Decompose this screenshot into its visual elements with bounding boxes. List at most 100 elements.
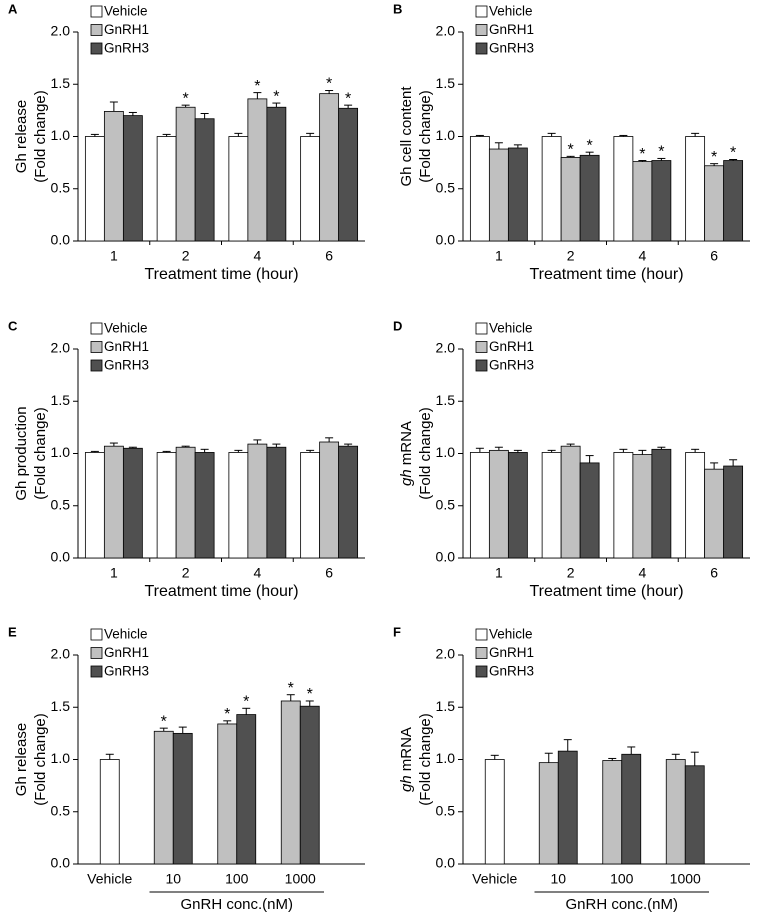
significance-mark: * (183, 90, 189, 107)
legend-label: GnRH1 (489, 645, 534, 660)
x-tick-label: 6 (710, 248, 718, 264)
bar (122, 115, 143, 242)
bar (99, 759, 120, 865)
significance-mark: * (587, 137, 593, 154)
legend-swatch (475, 647, 488, 659)
panel: Fgh mRNA (Fold change) 0.0 0.5 1.0 1.5 2.0 Vehic… (393, 624, 750, 913)
x-axis-label: Treatment time (hour) (144, 583, 298, 600)
significance-mark: * (326, 76, 332, 93)
bar (228, 136, 249, 242)
bar (319, 93, 340, 242)
panel-label: C (8, 318, 18, 333)
bar (103, 111, 124, 242)
significance-mark: * (307, 686, 313, 703)
y-tick-label: 0.5 (51, 179, 71, 195)
x-tick-label: 6 (325, 248, 333, 264)
x-axis-label: Treatment time (hour) (529, 266, 683, 283)
bar (723, 160, 744, 242)
panel: Dgh mRNA (Fold change) 0.0 0.5 1.0 1.5 2.0 Vehic… (393, 318, 750, 600)
bar (103, 445, 124, 559)
y-axis-label: gh mRNA (398, 727, 415, 792)
x-tick-label: Vehicle (87, 871, 132, 887)
y-tick-label: 1.5 (436, 392, 456, 408)
bar (299, 705, 320, 865)
bar (236, 714, 257, 865)
bar (541, 452, 562, 559)
legend-label: Vehicle (104, 627, 148, 642)
significance-mark: * (254, 78, 260, 95)
y-tick-label: 2.0 (51, 340, 71, 356)
significance-mark: * (288, 680, 294, 697)
bar (153, 730, 174, 865)
bar (175, 106, 196, 242)
y-tick-label: 2.0 (51, 23, 71, 39)
x-tick-label: 1000 (670, 871, 701, 887)
bar (319, 441, 340, 559)
y-tick-label: 0.5 (51, 802, 71, 818)
legend-swatch (90, 647, 103, 659)
bar (156, 452, 177, 559)
x-tick-label: 10 (550, 871, 566, 887)
panel-label: D (393, 318, 402, 333)
significance-mark: * (658, 144, 664, 161)
y-axis-label-text: mRNA (398, 727, 415, 771)
bar (300, 136, 321, 242)
y-tick-label: 0.5 (51, 496, 71, 512)
significance-mark: * (224, 706, 230, 723)
bar (665, 759, 686, 865)
bar (488, 449, 509, 559)
significance-mark: * (345, 90, 351, 107)
y-axis-label: gh mRNA (398, 421, 415, 486)
legend-label: Vehicle (104, 321, 148, 336)
y-axis-label: (Fold change) (417, 713, 434, 806)
bar (338, 445, 359, 559)
legend-swatch (90, 359, 103, 372)
x-tick-label: 100 (225, 871, 249, 887)
y-tick-label: 0.5 (436, 496, 456, 512)
bar (704, 165, 725, 242)
significance-mark: * (273, 88, 279, 105)
y-tick-label: 1.0 (51, 444, 71, 460)
y-tick-label: 0.0 (436, 549, 456, 565)
significance-mark: * (568, 142, 574, 159)
bar (557, 750, 578, 865)
bar (632, 161, 653, 242)
bar (613, 452, 634, 559)
y-tick-label: 1.5 (436, 75, 456, 91)
y-axis-label-italic: gh (398, 469, 415, 486)
x-tick-label: 6 (710, 565, 718, 581)
y-axis-label: Gh release (13, 100, 30, 173)
x-tick-label: 10 (165, 871, 181, 887)
y-axis-label-italic: gh (398, 775, 415, 792)
legend-swatch (90, 322, 103, 335)
panel: B Gh cell content (Fold change) 0.0 0.5 1.0 1.… (393, 1, 750, 283)
legend-swatch (90, 24, 103, 36)
legend-swatch (90, 42, 103, 55)
legend-label: GnRH1 (489, 339, 534, 354)
y-tick-label: 2.0 (436, 23, 456, 39)
bar (266, 106, 287, 242)
x-tick-label: 2 (182, 565, 190, 581)
legend-swatch (475, 42, 488, 55)
y-tick-label: 0.5 (436, 802, 456, 818)
bar (579, 154, 600, 242)
y-axis-label: (Fold change) (32, 407, 49, 500)
bar (172, 732, 193, 865)
legend-label: GnRH1 (104, 339, 149, 354)
x-tick-label: 4 (253, 565, 261, 581)
y-tick-label: 0.5 (436, 179, 456, 195)
y-axis-label: Gh release (13, 723, 30, 796)
bar (621, 753, 642, 865)
y-tick-label: 2.0 (436, 340, 456, 356)
panel-label: F (393, 624, 401, 639)
bar (685, 136, 706, 242)
y-tick-label: 1.5 (51, 392, 71, 408)
legend-swatch (90, 665, 103, 678)
bar (538, 762, 559, 865)
legend-label: GnRH1 (104, 22, 149, 37)
x-axis-label: GnRH conc.(nM) (565, 896, 678, 913)
x-tick-label: 6 (325, 565, 333, 581)
legend-swatch (90, 5, 103, 18)
y-tick-label: 0.0 (51, 855, 71, 871)
